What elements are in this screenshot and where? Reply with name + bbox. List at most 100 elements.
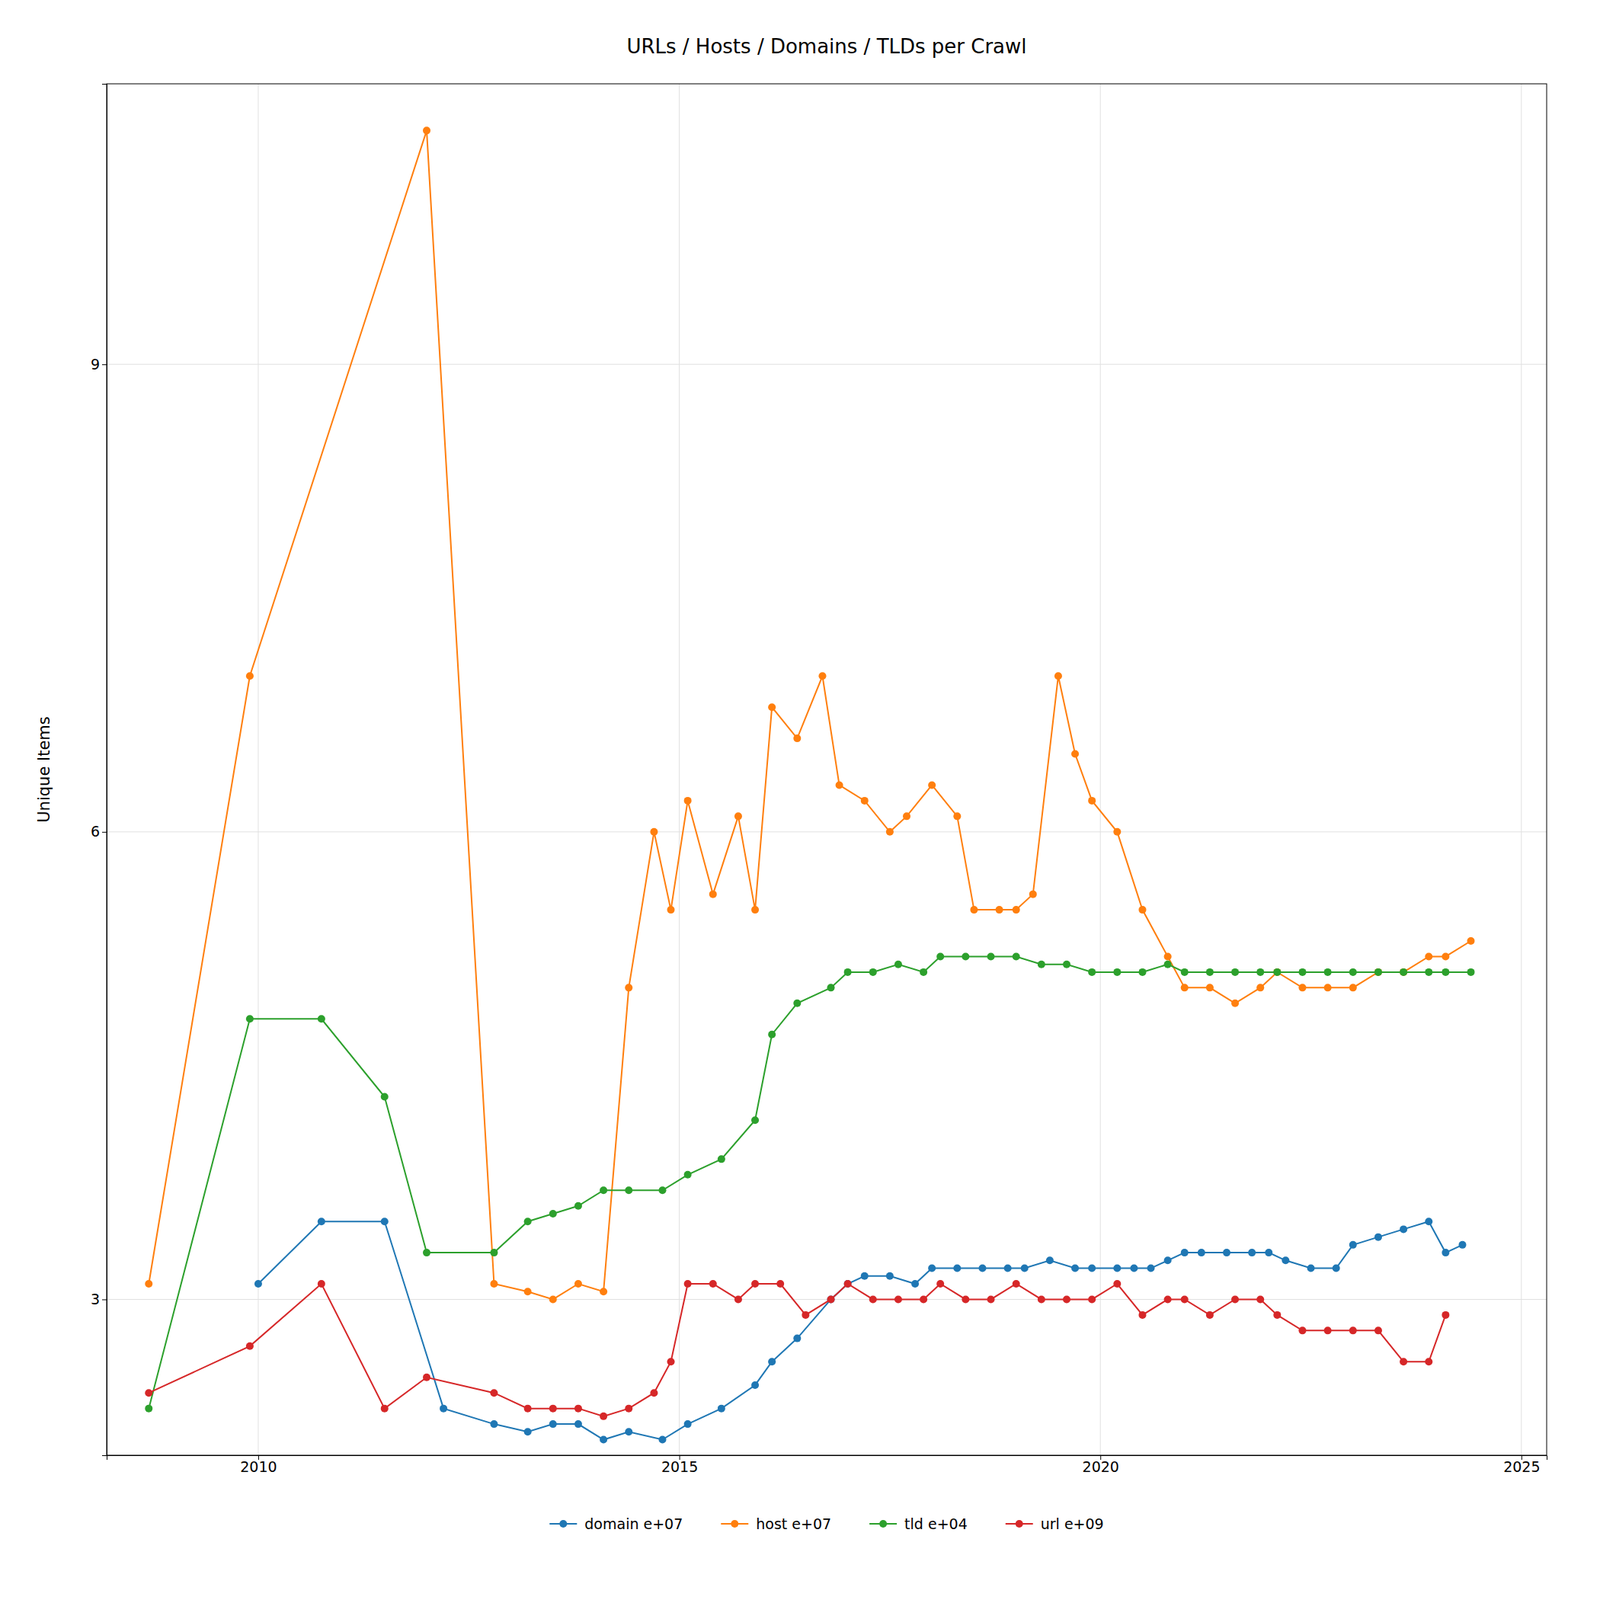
marker: [987, 952, 996, 960]
marker: [524, 1217, 532, 1226]
marker: [835, 780, 844, 789]
title: URLs / Hosts / Domains / TLDs per Crawl: [626, 35, 1027, 58]
marker: [902, 812, 911, 820]
tick-label: 2025: [1503, 1458, 1540, 1476]
legend-marker: [730, 1520, 739, 1528]
marker: [1197, 1248, 1206, 1257]
marker: [599, 1412, 608, 1421]
marker: [1399, 968, 1408, 976]
grid-line: [106, 364, 1547, 365]
marker: [987, 1295, 996, 1303]
marker: [549, 1404, 557, 1413]
marker: [246, 672, 254, 680]
marker: [599, 1436, 608, 1444]
legend-marker: [1015, 1520, 1024, 1528]
marker: [928, 780, 936, 789]
marker: [751, 1280, 759, 1288]
marker: [978, 1264, 986, 1273]
series: [144, 126, 1475, 1303]
marker: [1164, 1256, 1172, 1264]
marker: [1012, 905, 1021, 914]
marker: [1324, 1326, 1332, 1335]
tick-label: 3: [90, 1290, 100, 1308]
marker: [1349, 1241, 1357, 1249]
marker: [1180, 1248, 1189, 1257]
marker: [1324, 983, 1332, 992]
marker: [844, 1280, 852, 1288]
marker: [1298, 983, 1306, 992]
tick-label: 2010: [240, 1458, 277, 1476]
marker: [1231, 968, 1239, 976]
marker: [1374, 1326, 1383, 1335]
marker: [1399, 1357, 1408, 1366]
grid-line: [106, 1299, 1547, 1300]
marker: [886, 1272, 894, 1280]
marker: [1088, 968, 1096, 976]
tick-mark: [102, 832, 107, 833]
marker: [936, 952, 944, 960]
plot-area: 2010201520202025369: [90, 83, 1548, 1476]
marker: [1113, 968, 1121, 976]
marker: [827, 1295, 836, 1303]
marker: [1062, 1295, 1071, 1303]
axis-line: [102, 84, 108, 1456]
marker: [1206, 968, 1214, 976]
marker: [860, 1272, 869, 1280]
marker: [489, 1248, 498, 1257]
tick-mark: [102, 364, 107, 365]
marker: [1180, 983, 1189, 992]
marker: [1037, 1295, 1046, 1303]
series-line: [258, 1221, 1463, 1440]
series-group: [144, 126, 1475, 1444]
marker: [734, 812, 743, 820]
marker: [768, 1357, 776, 1366]
tick: 3: [90, 1290, 107, 1308]
marker: [524, 1404, 532, 1413]
marker: [1088, 1264, 1096, 1273]
marker: [1441, 1311, 1450, 1319]
legend-label: url e+09: [1040, 1515, 1104, 1533]
marker: [1248, 1248, 1256, 1257]
marker: [1088, 796, 1096, 805]
marker: [684, 1171, 692, 1179]
marker: [246, 1342, 254, 1351]
legend-item: host e+07: [720, 1515, 832, 1533]
marker: [1458, 1241, 1466, 1249]
axis-line: [107, 1456, 1548, 1461]
marker: [1054, 672, 1063, 680]
marker: [1256, 983, 1264, 992]
series: [144, 1280, 1450, 1421]
marker: [574, 1280, 583, 1288]
marker: [1147, 1264, 1156, 1273]
series-line: [148, 1283, 1446, 1417]
marker: [658, 1186, 666, 1194]
marker: [1164, 960, 1172, 969]
series-line: [148, 956, 1471, 1408]
marker: [886, 828, 894, 836]
marker: [549, 1295, 557, 1303]
marker: [793, 999, 801, 1008]
marker: [1231, 999, 1239, 1008]
marker: [246, 1014, 254, 1023]
marker: [317, 1217, 326, 1226]
marker: [1138, 968, 1146, 976]
marker: [1037, 960, 1046, 969]
marker: [574, 1420, 583, 1428]
marker: [1281, 1256, 1290, 1264]
marker: [1256, 968, 1264, 976]
marker: [1206, 983, 1214, 992]
marker: [776, 1280, 784, 1288]
marker: [961, 1295, 970, 1303]
marker: [144, 1388, 153, 1397]
marker: [599, 1186, 608, 1194]
marker: [1138, 905, 1146, 914]
marker: [1374, 1233, 1383, 1242]
marker: [599, 1287, 608, 1296]
marker: [751, 905, 759, 914]
tick: 6: [90, 822, 107, 840]
grid-line: [1520, 83, 1522, 1456]
series-line: [148, 130, 1471, 1300]
marker: [1324, 968, 1332, 976]
marker: [768, 1030, 776, 1039]
marker: [422, 126, 431, 135]
